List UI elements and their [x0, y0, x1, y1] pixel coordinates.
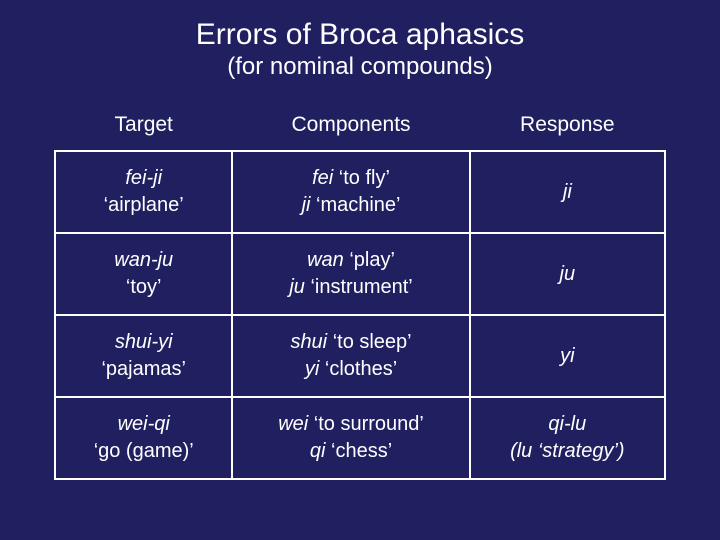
cell-target: fei-ji ‘airplane’ — [55, 151, 232, 233]
target-word: fei-ji — [125, 167, 162, 189]
cell-target: shui-yi ‘pajamas’ — [55, 315, 232, 397]
comp-word: ju — [289, 276, 305, 298]
slide: Errors of Broca aphasics (for nominal co… — [0, 0, 720, 540]
cell-target: wei-qi ‘go (game)’ — [55, 397, 232, 479]
comp-gloss: ‘chess’ — [331, 440, 392, 462]
cell-response: ju — [470, 233, 665, 315]
comp-gloss: ‘play’ — [349, 249, 395, 271]
cell-components: wei ‘to surround’ qi ‘chess’ — [232, 397, 469, 479]
cell-components: shui ‘to sleep’ yi ‘clothes’ — [232, 315, 469, 397]
slide-title: Errors of Broca aphasics — [196, 18, 524, 51]
cell-response: qi-lu (lu ‘strategy’) — [470, 397, 665, 479]
cell-response: yi — [470, 315, 665, 397]
response-word: ju — [560, 263, 576, 285]
target-gloss: ‘airplane’ — [104, 194, 184, 216]
table-header-row: Target Components Response — [55, 99, 665, 151]
comp-word: wan — [307, 249, 349, 271]
response-gloss: (lu ‘strategy’) — [510, 440, 624, 462]
comp-word: ji — [302, 194, 316, 216]
table-row: shui-yi ‘pajamas’ shui ‘to sleep’ yi ‘cl… — [55, 315, 665, 397]
cell-response: ji — [470, 151, 665, 233]
comp-word: fei — [312, 167, 333, 189]
comp-word: wei — [278, 413, 314, 435]
response-word: ji — [563, 181, 572, 203]
cell-components: fei ‘to fly’ ji ‘machine’ — [232, 151, 469, 233]
target-word: wei-qi — [118, 413, 170, 435]
comp-gloss: ‘to sleep’ — [333, 331, 412, 353]
table-row: fei-ji ‘airplane’ fei ‘to fly’ ji ‘machi… — [55, 151, 665, 233]
target-word: shui-yi — [115, 331, 173, 353]
comp-gloss: ‘clothes’ — [325, 358, 397, 380]
comp-gloss: ‘to fly’ — [333, 167, 390, 189]
response-word: qi-lu — [548, 413, 586, 435]
table-row: wan-ju ‘toy’ wan ‘play’ ju ‘instrument’ … — [55, 233, 665, 315]
cell-target: wan-ju ‘toy’ — [55, 233, 232, 315]
comp-gloss: ‘machine’ — [316, 194, 400, 216]
header-target: Target — [55, 99, 232, 151]
comp-gloss: ‘instrument’ — [305, 276, 413, 298]
comp-word: shui — [290, 331, 332, 353]
cell-components: wan ‘play’ ju ‘instrument’ — [232, 233, 469, 315]
target-gloss: ‘toy’ — [126, 276, 162, 298]
table-row: wei-qi ‘go (game)’ wei ‘to surround’ qi … — [55, 397, 665, 479]
comp-gloss: ‘to surround’ — [314, 413, 424, 435]
compounds-table: Target Components Response fei-ji ‘airpl… — [54, 99, 666, 480]
comp-word: qi — [310, 440, 331, 462]
slide-subtitle: (for nominal compounds) — [227, 53, 492, 81]
header-response: Response — [470, 99, 665, 151]
target-gloss: ‘go (game)’ — [94, 440, 194, 462]
target-word: wan-ju — [114, 249, 173, 271]
comp-word: yi — [305, 358, 325, 380]
response-word: yi — [560, 345, 574, 367]
target-gloss: ‘pajamas’ — [101, 358, 185, 380]
header-components: Components — [232, 99, 469, 151]
